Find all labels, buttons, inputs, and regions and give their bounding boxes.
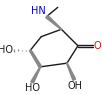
Text: HN: HN	[31, 6, 46, 16]
Polygon shape	[29, 50, 41, 68]
Text: O: O	[94, 41, 102, 51]
Polygon shape	[67, 63, 76, 80]
Polygon shape	[46, 15, 62, 30]
Polygon shape	[31, 67, 41, 83]
Text: OH: OH	[67, 81, 82, 91]
Text: HO: HO	[25, 83, 40, 93]
Text: HO: HO	[0, 45, 13, 55]
